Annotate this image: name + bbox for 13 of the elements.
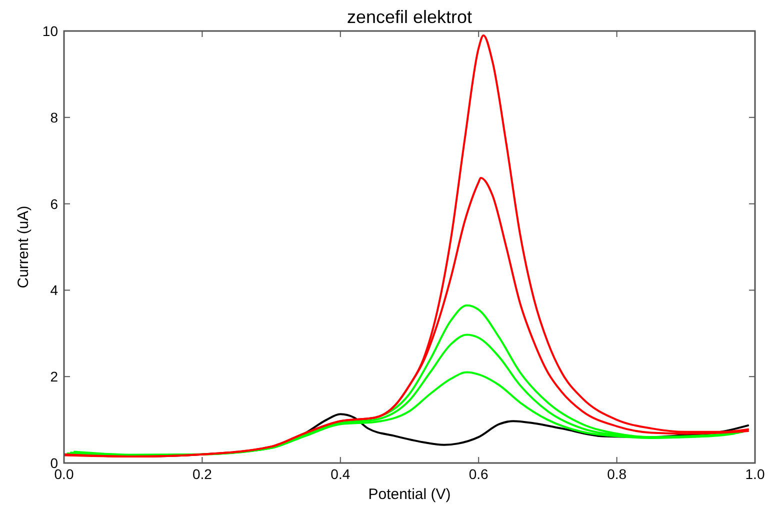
x-tick-label: 1.0 [745, 466, 765, 482]
y-axis-title: Current (uA) [15, 206, 32, 288]
y-tick-label: 8 [50, 109, 58, 126]
y-tick-label: 4 [50, 282, 58, 298]
x-tick-label: 0.2 [192, 466, 212, 482]
y-tick-label: 6 [50, 196, 58, 212]
x-tick-label: 0.6 [468, 466, 489, 482]
chart-title: zencefil elektrot [346, 7, 472, 27]
y-tick-label: 2 [50, 368, 58, 385]
x-tick-label: 0.8 [607, 466, 627, 482]
x-axis-title: Potential (V) [368, 486, 451, 503]
x-tick-label: 0.4 [330, 466, 350, 482]
y-tick-label: 10 [42, 23, 58, 39]
